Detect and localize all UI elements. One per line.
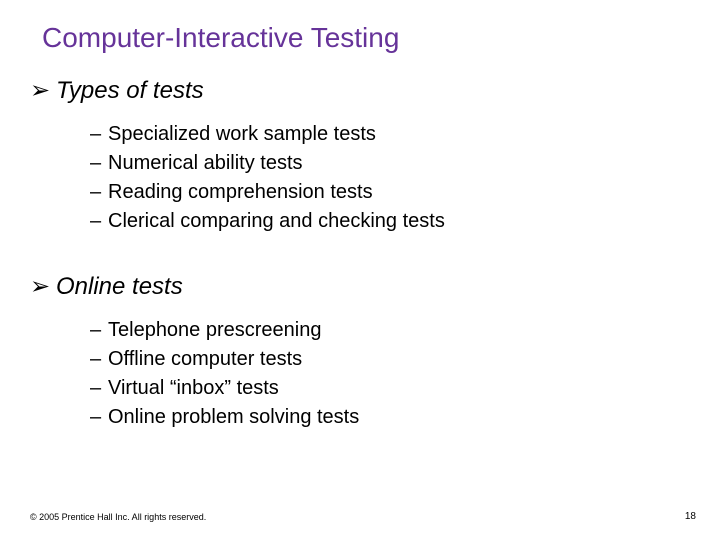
slide: Computer-Interactive Testing ➢Types of t… — [0, 0, 720, 540]
list-item-text: Specialized work sample tests — [108, 123, 376, 145]
arrow-bullet-icon: ➢ — [30, 76, 56, 105]
list-item: –Offline computer tests — [90, 345, 359, 374]
section-label: Online tests — [56, 273, 183, 300]
section-heading-0: ➢Types of tests — [30, 76, 204, 105]
list-item: –Online problem solving tests — [90, 403, 359, 432]
slide-title: Computer-Interactive Testing — [42, 22, 399, 54]
section-label: Types of tests — [56, 77, 204, 104]
list-item-text: Online problem solving tests — [108, 406, 359, 428]
list-item: –Clerical comparing and checking tests — [90, 207, 445, 236]
list-item: –Telephone prescreening — [90, 316, 359, 345]
list-item-text: Telephone prescreening — [108, 319, 322, 341]
dash-icon: – — [90, 149, 108, 178]
dash-icon: – — [90, 403, 108, 432]
list-item: –Reading comprehension tests — [90, 178, 445, 207]
list-item-text: Offline computer tests — [108, 348, 302, 370]
list-item: –Numerical ability tests — [90, 149, 445, 178]
dash-icon: – — [90, 120, 108, 149]
dash-icon: – — [90, 207, 108, 236]
list-item: –Virtual “inbox” tests — [90, 374, 359, 403]
list-item-text: Virtual “inbox” tests — [108, 377, 279, 399]
sub-list-0: –Specialized work sample tests –Numerica… — [90, 120, 445, 236]
dash-icon: – — [90, 316, 108, 345]
dash-icon: – — [90, 178, 108, 207]
list-item: –Specialized work sample tests — [90, 120, 445, 149]
list-item-text: Reading comprehension tests — [108, 181, 373, 203]
dash-icon: – — [90, 345, 108, 374]
dash-icon: – — [90, 374, 108, 403]
list-item-text: Numerical ability tests — [108, 152, 303, 174]
sub-list-1: –Telephone prescreening –Offline compute… — [90, 316, 359, 432]
arrow-bullet-icon: ➢ — [30, 272, 56, 301]
list-item-text: Clerical comparing and checking tests — [108, 210, 445, 232]
footer-copyright: © 2005 Prentice Hall Inc. All rights res… — [30, 512, 206, 522]
section-heading-1: ➢Online tests — [30, 272, 183, 301]
footer-page-number: 18 — [685, 511, 696, 522]
title-text: Computer-Interactive Testing — [42, 22, 399, 53]
